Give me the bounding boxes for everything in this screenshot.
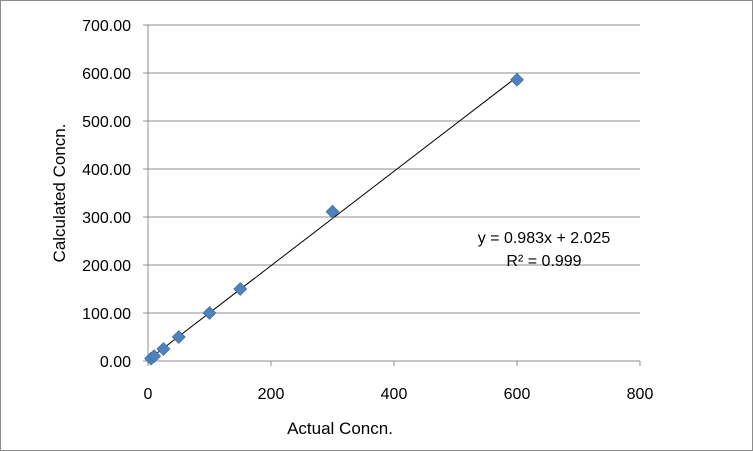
x-tick-label: 600	[504, 386, 531, 403]
x-axis-title: Actual Concn.	[287, 419, 393, 438]
data-point	[233, 282, 248, 296]
trendline-equation: y = 0.983x + 2.025	[478, 230, 611, 247]
y-tick-label: 0.00	[100, 354, 131, 371]
y-tick-label: 300.00	[82, 210, 131, 227]
y-tick-label: 700.00	[82, 18, 131, 35]
x-tick-label: 400	[381, 386, 408, 403]
data-point	[156, 342, 171, 356]
y-tick-label: 600.00	[82, 66, 131, 83]
x-tick-label: 0	[144, 386, 153, 403]
y-axis-title: Calculated Concn.	[50, 124, 69, 263]
y-tick-label: 200.00	[82, 258, 131, 275]
x-tick-label: 200	[258, 386, 285, 403]
x-tick-label: 800	[627, 386, 654, 403]
x-tick-labels: 0 200 400 600 800	[144, 386, 654, 403]
data-point	[147, 349, 162, 364]
y-tick-label: 100.00	[82, 306, 131, 323]
data-point	[202, 306, 217, 320]
data-point	[510, 72, 524, 87]
data-point	[325, 204, 340, 219]
data-point	[171, 330, 186, 344]
axes	[143, 24, 641, 366]
data-points	[144, 72, 524, 366]
r-squared-label: R² = 0.999	[506, 253, 581, 270]
gridlines	[148, 24, 640, 314]
y-tick-labels: 0.00 100.00 200.00 300.00 400.00 500.00 600.00…	[82, 18, 131, 371]
y-tick-label: 500.00	[82, 114, 131, 131]
y-tick-label: 400.00	[82, 162, 131, 179]
